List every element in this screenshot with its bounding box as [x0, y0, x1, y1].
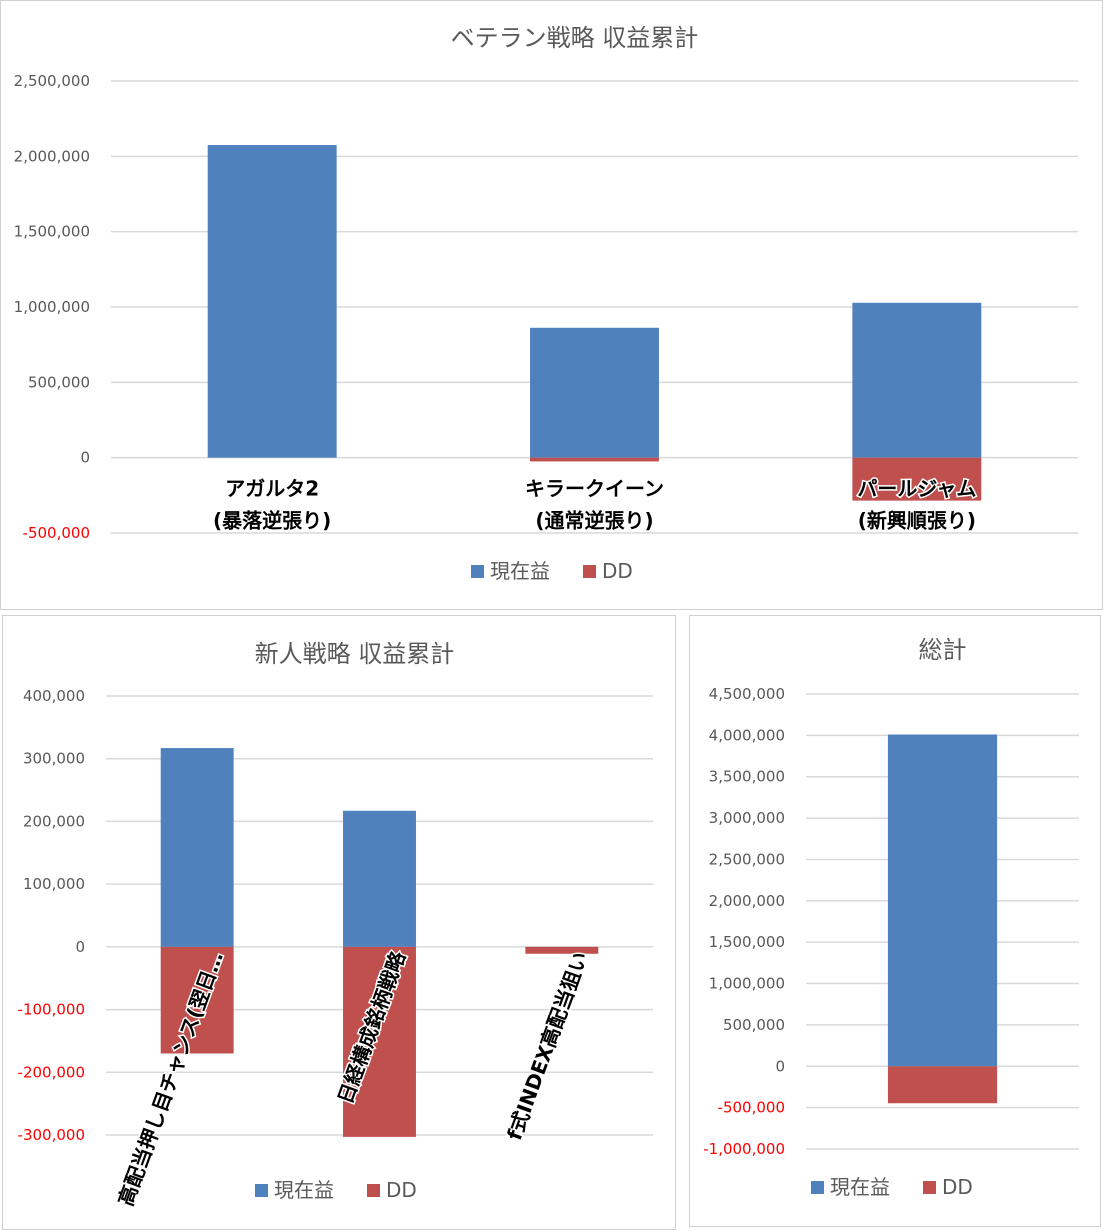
chart-title: ベテラン戦略 収益累計	[451, 24, 699, 52]
category-label: (暴落逆張り)	[213, 509, 331, 533]
bar-profit	[887, 734, 998, 1067]
rookie-chart-panel: 新人戦略 収益累計 400,000 300,000 200,000 100,000 0 -1…	[2, 615, 676, 1230]
y-tick-label: 500,000	[723, 1016, 785, 1034]
y-tick-label: 4,500,000	[709, 685, 785, 703]
y-tick-label: 2,000,000	[14, 147, 90, 165]
y-tick-label: -200,000	[18, 1063, 85, 1081]
y-tick-label: 1,000,000	[709, 975, 785, 993]
y-tick-label: -500,000	[718, 1099, 785, 1117]
legend-swatch-profit	[811, 1181, 824, 1194]
legend-label: 現在益	[490, 559, 550, 583]
y-tick-label: 1,000,000	[14, 298, 90, 316]
y-tick-label: -500,000	[23, 524, 90, 542]
category-label: パールジャム	[857, 477, 976, 501]
category-label: f式INDEX高配当狙い	[502, 948, 592, 1143]
legend-label: 現在益	[274, 1178, 334, 1202]
bar-profit	[852, 302, 982, 458]
y-tick-label: -300,000	[18, 1126, 85, 1144]
y-tick-label: -100,000	[18, 1001, 85, 1019]
legend-swatch-dd	[923, 1181, 936, 1194]
y-tick-label: 400,000	[23, 687, 85, 705]
bar-profit	[343, 810, 416, 947]
y-tick-label: 300,000	[23, 750, 85, 768]
legend-swatch-profit	[471, 565, 484, 578]
y-tick-label: 0	[75, 938, 85, 956]
y-tick-label: 1,500,000	[709, 933, 785, 951]
y-tick-label: 2,000,000	[709, 892, 785, 910]
total-chart-panel: 総計 4,500,000 4,000,000 3,500,000 3,000,000 2,…	[689, 615, 1101, 1227]
y-tick-label: 2,500,000	[709, 850, 785, 868]
bar-dd	[525, 946, 599, 954]
veteran-chart-panel: ベテラン戦略 収益累計 2,500,000 2,000,000 1,500,000 1,…	[0, 0, 1103, 610]
y-tick-label: 3,500,000	[709, 768, 785, 786]
legend-swatch-profit	[255, 1184, 268, 1197]
y-tick-label: 100,000	[23, 875, 85, 893]
y-tick-label: 0	[80, 449, 90, 467]
rookie-chart: 新人戦略 収益累計 400,000 300,000 200,000 100,000 0 -1…	[18, 640, 653, 1210]
legend-swatch-dd	[367, 1184, 380, 1197]
bar-profit	[207, 145, 337, 458]
category-label: キラークイーン	[525, 477, 664, 501]
bar-dd	[887, 1066, 998, 1104]
y-tick-label: 4,000,000	[709, 726, 785, 744]
y-tick-label: 500,000	[28, 373, 90, 391]
bar-profit	[160, 748, 234, 947]
category-label: (新興順張り)	[858, 509, 976, 533]
chart-title: 新人戦略 収益累計	[255, 640, 455, 668]
y-tick-label: 200,000	[23, 812, 85, 830]
y-tick-label: 3,000,000	[709, 809, 785, 827]
veteran-chart: ベテラン戦略 収益累計 2,500,000 2,000,000 1,500,000 1,…	[14, 24, 1078, 583]
chart-title: 総計	[919, 636, 967, 664]
legend-swatch-dd	[583, 565, 596, 578]
category-label: (通常逆張り)	[535, 509, 653, 533]
category-label: アガルタ2	[225, 477, 319, 501]
legend-label: 現在益	[830, 1175, 890, 1199]
bar-dd	[160, 946, 234, 1054]
total-chart: 総計 4,500,000 4,000,000 3,500,000 3,000,000 2,…	[703, 636, 1079, 1199]
y-tick-label: 2,500,000	[14, 72, 90, 90]
bar-dd	[530, 457, 659, 462]
legend-label: DD	[386, 1178, 417, 1202]
legend-label: DD	[942, 1175, 973, 1199]
bar-dd	[852, 457, 982, 501]
bar-profit	[530, 327, 659, 458]
y-tick-label: 1,500,000	[14, 223, 90, 241]
y-tick-label: -1,000,000	[703, 1140, 785, 1158]
y-tick-label: 0	[775, 1057, 785, 1075]
bar-dd	[343, 946, 416, 1137]
legend-label: DD	[602, 559, 633, 583]
